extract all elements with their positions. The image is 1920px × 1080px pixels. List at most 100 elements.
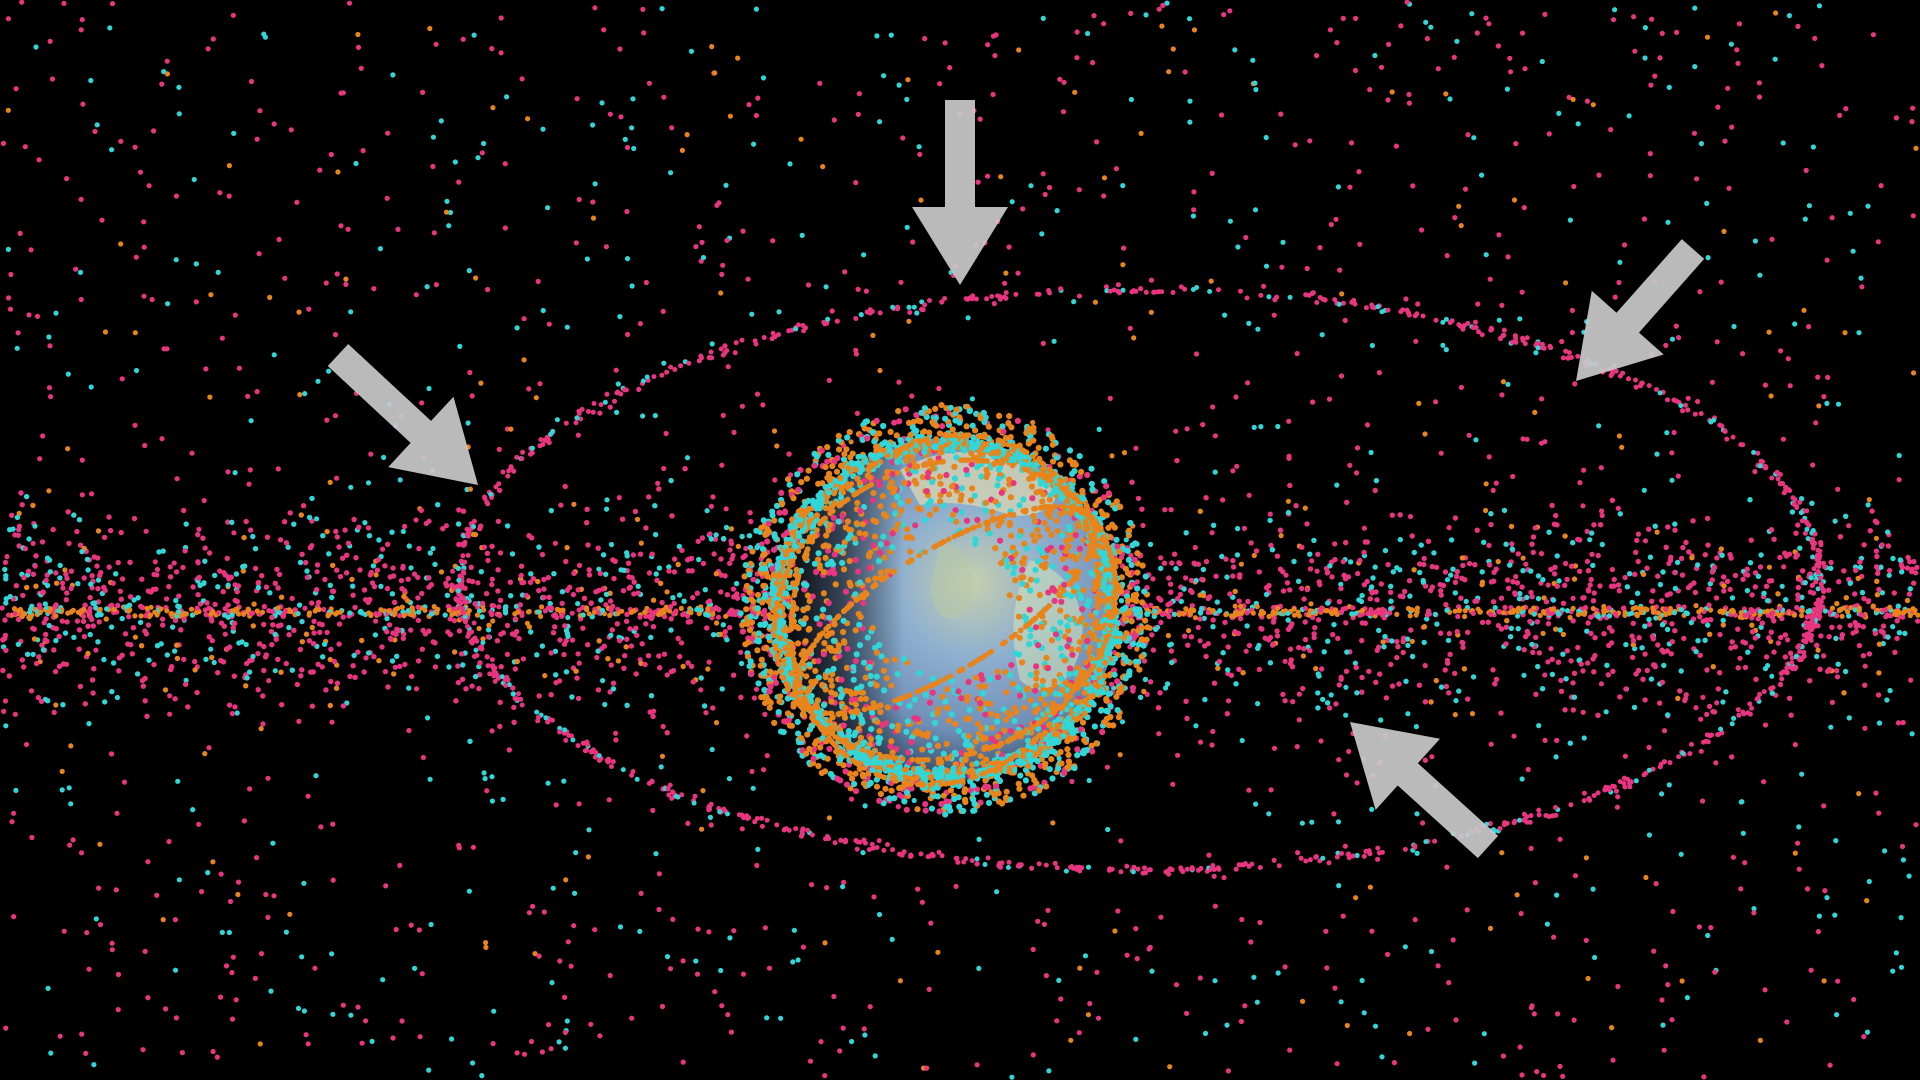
debris-dot	[457, 343, 463, 349]
debris-dot	[246, 669, 253, 675]
debris-dot	[849, 796, 855, 802]
debris-dot	[106, 564, 112, 570]
debris-dot	[474, 612, 480, 618]
debris-dot	[1372, 52, 1378, 59]
debris-dot	[1756, 80, 1762, 86]
debris-dot	[1508, 625, 1515, 631]
debris-dot	[47, 38, 53, 44]
debris-dot	[141, 244, 147, 250]
debris-dot	[1127, 325, 1133, 331]
debris-dot	[1654, 529, 1660, 535]
debris-dot	[470, 844, 476, 850]
debris-dot	[671, 569, 678, 575]
debris-dot	[1150, 576, 1156, 582]
debris-dot	[195, 559, 201, 565]
debris-dot	[877, 367, 883, 374]
debris-dot	[18, 490, 24, 496]
debris-dot	[220, 659, 227, 665]
debris-dot	[685, 619, 692, 625]
debris-dot	[1324, 965, 1330, 971]
debris-dot	[472, 531, 479, 538]
debris-dot	[1408, 627, 1414, 633]
debris-dot	[309, 624, 315, 631]
debris-dot	[1696, 924, 1702, 930]
debris-dot	[1254, 999, 1260, 1005]
debris-dot	[1571, 576, 1578, 582]
debris-dot	[1454, 568, 1461, 575]
debris-dot	[1649, 598, 1655, 604]
debris-dot	[352, 674, 358, 680]
debris-dot	[1894, 635, 1900, 642]
debris-dot	[540, 307, 546, 314]
debris-dot	[334, 567, 340, 573]
debris-dot	[1815, 374, 1821, 380]
debris-dot	[1372, 564, 1378, 570]
debris-dot	[309, 495, 315, 502]
debris-dot	[1822, 608, 1828, 614]
debris-dot	[1617, 259, 1623, 265]
debris-dot	[607, 612, 613, 619]
debris-dot	[514, 1050, 520, 1056]
debris-dot	[1388, 598, 1394, 604]
debris-dot	[754, 862, 760, 869]
debris-dot	[627, 626, 633, 632]
debris-dot	[556, 1039, 562, 1045]
debris-dot	[1742, 664, 1749, 671]
debris-dot	[483, 940, 489, 946]
debris-dot	[667, 966, 674, 972]
debris-dot	[327, 702, 333, 709]
debris-dot	[12, 711, 18, 717]
debris-dot	[176, 609, 182, 615]
debris-dot	[724, 237, 730, 243]
debris-dot	[1554, 892, 1560, 898]
debris-dot	[1661, 1047, 1667, 1053]
debris-dot	[1444, 864, 1450, 870]
debris-dot	[1188, 577, 1195, 584]
debris-dot	[384, 195, 390, 201]
debris-dot	[1758, 552, 1764, 558]
debris-dot	[521, 316, 527, 322]
debris-dot	[1394, 638, 1400, 645]
debris-dot	[599, 100, 605, 106]
debris-dot	[163, 1006, 169, 1012]
debris-dot	[390, 1035, 396, 1041]
debris-dot	[1121, 450, 1128, 456]
debris-dot	[358, 65, 364, 71]
debris-dot	[1181, 586, 1187, 592]
debris-dot	[1669, 477, 1675, 483]
debris-dot	[1623, 641, 1629, 648]
debris-dot	[656, 653, 662, 659]
debris-dot	[323, 280, 329, 286]
debris-dot	[1250, 57, 1256, 63]
debris-dot	[192, 658, 198, 665]
debris-dot	[7, 306, 14, 312]
debris-dot	[680, 958, 686, 964]
debris-dot	[1646, 616, 1652, 623]
debris-dot	[605, 656, 611, 662]
debris-dot	[1223, 556, 1229, 562]
debris-dot	[1752, 238, 1758, 244]
debris-dot	[1749, 609, 1755, 615]
debris-dot	[1515, 626, 1521, 632]
debris-dot	[444, 198, 450, 204]
debris-dot	[719, 1003, 725, 1009]
debris-dot	[172, 617, 179, 624]
debris-dot	[1655, 573, 1661, 579]
debris-dot	[1870, 32, 1876, 38]
debris-dot	[511, 719, 517, 725]
debris-dot	[4, 554, 10, 560]
debris-dot	[916, 144, 922, 150]
debris-dot	[682, 466, 688, 472]
debris-dot	[1570, 540, 1576, 546]
debris-dot	[227, 898, 234, 905]
debris-dot	[1842, 668, 1849, 675]
debris-dot	[1694, 562, 1701, 568]
debris-dot	[1557, 1063, 1563, 1069]
debris-dot	[788, 472, 794, 478]
debris-dot	[394, 653, 400, 659]
debris-dot	[630, 552, 636, 558]
debris-dot	[1411, 567, 1417, 573]
debris-dot	[1632, 571, 1638, 577]
debris-dot	[3, 576, 9, 582]
debris-dot	[304, 568, 310, 574]
